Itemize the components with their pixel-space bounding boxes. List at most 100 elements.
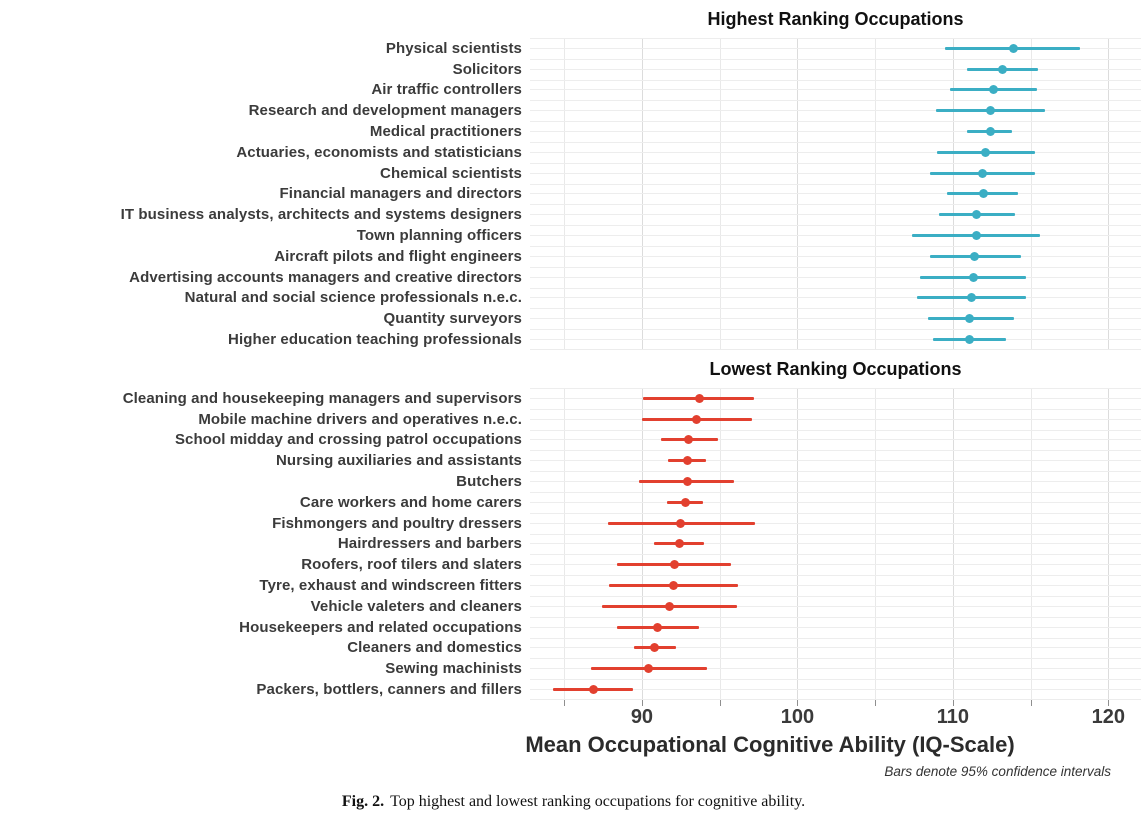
- mean-dot: [670, 560, 680, 570]
- mean-dot: [968, 272, 978, 282]
- mean-dot: [1009, 43, 1018, 53]
- occupation-label: Advertising accounts managers and creati…: [129, 268, 522, 286]
- occupation-label: Tyre, exhaust and windscreen fitters: [259, 577, 522, 595]
- occupation-label: Care workers and home carers: [299, 493, 522, 511]
- mean-dot: [977, 168, 987, 178]
- occupation-label: Butchers: [456, 473, 522, 491]
- panel-rows: Cleaning and housekeeping managers and s…: [0, 387, 1147, 700]
- occupation-row: Cleaners and domestics: [0, 637, 1147, 659]
- occupation-row: Packers, bottlers, canners and fillers: [0, 679, 1147, 700]
- occupation-label: Sewing machinists: [385, 660, 522, 678]
- occupation-row: Sewing machinists: [0, 658, 1147, 680]
- occupation-label: Town planning officers: [356, 227, 522, 245]
- occupation-row: Aircraft pilots and flight engineers: [0, 245, 1147, 267]
- occupation-row: Medical practitioners: [0, 121, 1147, 142]
- plot-cell: [530, 329, 1141, 350]
- plot-cell: [530, 162, 1141, 184]
- occupation-label: Roofers, roof tilers and slaters: [301, 556, 522, 574]
- plot-cell: [530, 679, 1141, 700]
- x-tick-105: [875, 699, 877, 706]
- mean-dot: [684, 435, 694, 445]
- mean-dot: [965, 314, 975, 324]
- plot-cell: [530, 512, 1141, 534]
- mean-dot: [985, 127, 995, 137]
- occupation-label: Solicitors: [452, 60, 522, 78]
- plot-cell: [530, 287, 1141, 309]
- x-tick-110: [952, 699, 954, 706]
- plot-cell: [530, 595, 1141, 617]
- occupation-label: Air traffic controllers: [371, 81, 522, 99]
- occupation-row: Physical scientists: [0, 38, 1147, 59]
- mean-dot: [649, 643, 659, 653]
- plot-cell: [530, 658, 1141, 680]
- mean-dot: [979, 189, 989, 199]
- mean-dot: [981, 147, 991, 157]
- mean-dot: [668, 581, 678, 591]
- mean-dot: [676, 518, 686, 528]
- mean-dot: [988, 85, 998, 95]
- caption-text: Top highest and lowest ranking occupatio…: [390, 792, 806, 810]
- mean-dot: [652, 622, 662, 632]
- x-tick-115: [1030, 699, 1032, 706]
- occupation-row: Solicitors: [0, 58, 1147, 80]
- caption-prefix: Fig. 2.: [341, 792, 385, 810]
- x-tick-label-120: 120: [1091, 705, 1126, 728]
- mean-dot: [682, 477, 692, 487]
- plot-cell: [530, 245, 1141, 267]
- mean-dot: [998, 64, 1008, 74]
- occupation-label: Aircraft pilots and flight engineers: [274, 247, 522, 265]
- occupation-row: Air traffic controllers: [0, 79, 1147, 101]
- occupation-row: Financial managers and directors: [0, 183, 1147, 205]
- occupation-label: School midday and crossing patrol occupa…: [174, 431, 522, 449]
- occupation-label: Hairdressers and barbers: [337, 535, 522, 553]
- occupation-label: Fishmongers and poultry dressers: [272, 514, 522, 532]
- occupation-label: Chemical scientists: [380, 164, 522, 182]
- occupation-label: Nursing auxiliaries and assistants: [276, 452, 522, 470]
- mean-dot: [971, 210, 981, 220]
- occupation-row: Roofers, roof tilers and slaters: [0, 554, 1147, 576]
- plot-cell: [530, 429, 1141, 451]
- x-tick-85: [564, 699, 566, 706]
- occupation-row: Chemical scientists: [0, 162, 1147, 184]
- plot-cell: [530, 471, 1141, 492]
- occupation-row: Butchers: [0, 471, 1147, 492]
- mean-dot: [970, 251, 980, 261]
- occupation-label: Natural and social science professionals…: [184, 289, 522, 307]
- mean-dot: [682, 456, 692, 466]
- occupation-row: Tyre, exhaust and windscreen fitters: [0, 575, 1147, 596]
- x-tick-label-90: 90: [630, 705, 654, 728]
- occupation-label: Cleaning and housekeeping managers and s…: [122, 389, 522, 407]
- occupation-row: Care workers and home carers: [0, 491, 1147, 513]
- x-axis: 90 100 110 120: [530, 699, 1141, 728]
- plot-cell: [530, 387, 1141, 409]
- x-tick-label-100: 100: [780, 705, 815, 728]
- occupation-row: Hairdressers and barbers: [0, 533, 1147, 555]
- plot-cell: [530, 450, 1141, 472]
- mean-dot: [971, 231, 981, 241]
- occupation-label: Packers, bottlers, canners and fillers: [256, 681, 522, 698]
- x-tick-90: [641, 699, 643, 706]
- mean-dot: [680, 497, 690, 507]
- occupation-row: Higher education teaching professionals: [0, 329, 1147, 350]
- plot-cell: [530, 79, 1141, 101]
- panel-title: Lowest Ranking Occupations: [709, 358, 962, 379]
- x-tick-95: [719, 699, 721, 706]
- occupation-row: Actuaries, economists and statisticians: [0, 141, 1147, 163]
- occupation-label: Quantity surveyors: [383, 310, 522, 328]
- plot-cell: [530, 266, 1141, 288]
- mean-dot: [985, 106, 995, 116]
- occupation-row: Fishmongers and poultry dressers: [0, 512, 1147, 534]
- occupation-row: Nursing auxiliaries and assistants: [0, 450, 1147, 472]
- occupation-row: Housekeepers and related occupations: [0, 616, 1147, 638]
- plot-cell: [530, 121, 1141, 142]
- occupation-label: Financial managers and directors: [279, 185, 522, 203]
- occupation-label: Research and development managers: [248, 102, 522, 120]
- mean-dot: [665, 601, 675, 611]
- x-axis-title: Mean Occupational Cognitive Ability (IQ-…: [525, 731, 1015, 757]
- occupation-row: Quantity surveyors: [0, 308, 1147, 330]
- occupation-label: Cleaners and domestics: [347, 639, 522, 657]
- plot-cell: [530, 533, 1141, 555]
- x-tick-label-110: 110: [936, 705, 969, 728]
- plot-cell: [530, 637, 1141, 659]
